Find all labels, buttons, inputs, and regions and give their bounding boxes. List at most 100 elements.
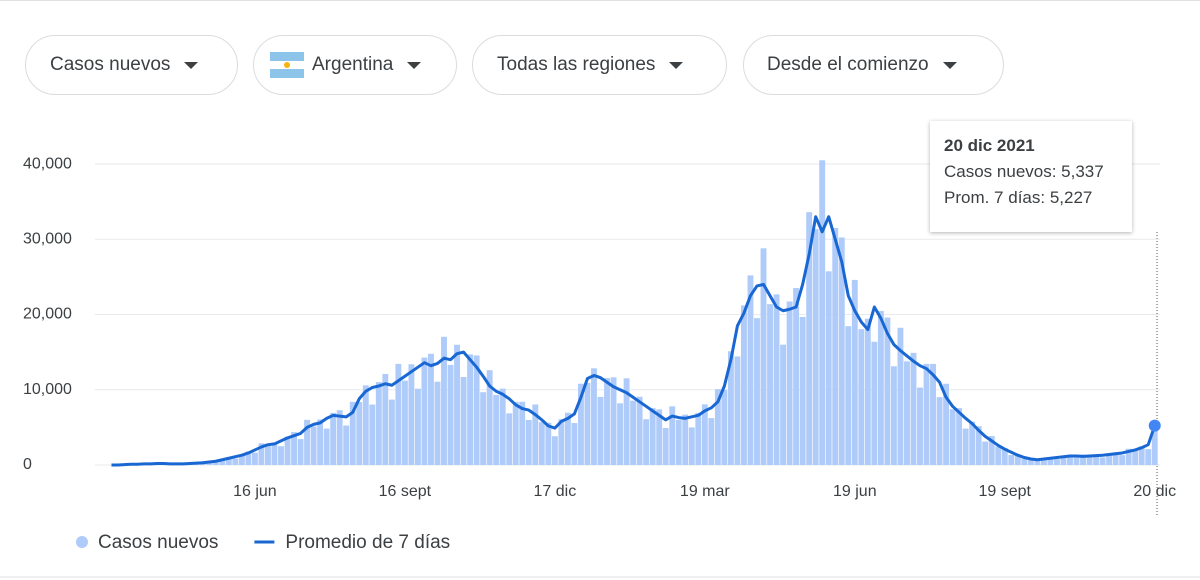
legend-label: Promedio de 7 días — [285, 532, 450, 553]
bar — [760, 248, 767, 465]
bar — [838, 237, 845, 465]
dropdown-arrow — [669, 61, 684, 69]
bar — [454, 344, 460, 465]
bar — [206, 462, 213, 465]
bar — [780, 344, 787, 465]
hover-point — [1148, 419, 1161, 432]
bar — [793, 288, 800, 465]
bar — [310, 426, 317, 465]
bar — [656, 409, 663, 465]
bar — [604, 378, 610, 465]
bar — [682, 414, 689, 465]
x-tick-label: 20 dic — [1133, 483, 1176, 500]
bar — [727, 351, 734, 465]
x-tick-label: 19 sept — [979, 483, 1032, 500]
bar — [812, 229, 819, 465]
line — [111, 215, 1157, 467]
bar — [708, 418, 715, 465]
bar — [551, 436, 558, 465]
bar — [923, 363, 930, 465]
bar — [251, 452, 258, 465]
bar — [362, 385, 369, 465]
bar — [910, 352, 917, 465]
bar — [675, 419, 682, 465]
bar — [591, 368, 597, 465]
bar — [877, 310, 884, 465]
bar — [1151, 424, 1158, 465]
dropdown-label: Argentina — [312, 54, 394, 75]
bar — [225, 457, 232, 465]
bar — [884, 317, 891, 465]
bar — [441, 336, 447, 465]
bar — [917, 387, 923, 465]
y-tick-label: 30,000 — [23, 231, 72, 248]
bar — [1060, 456, 1067, 465]
y-tick-label: 20,000 — [23, 306, 72, 323]
bar — [506, 413, 513, 465]
bar — [1138, 446, 1145, 465]
bar — [734, 356, 741, 465]
bar — [1040, 459, 1047, 465]
bar — [858, 329, 865, 465]
bar — [1047, 457, 1054, 465]
bar — [936, 397, 943, 465]
bar — [271, 442, 278, 465]
bar — [1112, 452, 1119, 465]
bar — [564, 412, 571, 465]
bar — [388, 399, 395, 465]
bar — [421, 357, 428, 465]
bar — [545, 422, 552, 465]
region-dropdown[interactable]: Todas las regiones — [472, 35, 727, 95]
bar — [245, 451, 252, 465]
bar — [943, 383, 950, 465]
bar — [578, 383, 584, 465]
bar — [238, 454, 245, 465]
tooltip-row: Casos nuevos: 5,337 — [944, 162, 1104, 181]
bar — [1119, 455, 1126, 465]
bar — [284, 436, 291, 465]
bar — [982, 441, 989, 465]
bar — [1073, 457, 1080, 465]
bar — [741, 305, 747, 465]
bar — [617, 403, 623, 465]
x-tick-label: 16 jun — [233, 483, 277, 500]
bar — [851, 279, 858, 465]
bar — [395, 363, 402, 465]
dropdown-label: Desde el comienzo — [767, 54, 929, 75]
bar — [232, 458, 239, 465]
metric-dropdown[interactable]: Casos nuevos — [25, 35, 238, 95]
bar — [695, 412, 702, 465]
bar — [721, 389, 728, 465]
bar — [845, 326, 852, 465]
bar — [571, 423, 578, 465]
bar — [1021, 456, 1028, 465]
dropdown-arrow — [407, 61, 422, 69]
dropdown-arrow — [942, 61, 957, 69]
bar — [995, 446, 1002, 465]
x-tick-label: 19 mar — [680, 483, 730, 500]
y-tick-label: 0 — [23, 456, 32, 473]
bar — [480, 392, 487, 465]
bar — [1008, 455, 1015, 465]
bar — [265, 445, 271, 465]
bar — [1106, 453, 1113, 465]
bar — [525, 419, 532, 465]
bar — [317, 419, 324, 465]
bar — [558, 419, 565, 465]
bar — [1093, 454, 1099, 465]
bar — [1014, 454, 1021, 465]
bar — [819, 160, 826, 466]
bar — [956, 408, 963, 465]
bar — [754, 318, 760, 465]
period-dropdown[interactable]: Desde el comienzo — [743, 35, 1004, 95]
country-dropdown[interactable]: Argentina — [253, 35, 457, 95]
bar — [969, 421, 976, 465]
bar — [1086, 456, 1093, 465]
bar — [291, 432, 297, 465]
bar — [747, 275, 754, 465]
bar — [1053, 459, 1060, 465]
bar — [825, 271, 832, 465]
bar — [486, 370, 493, 465]
